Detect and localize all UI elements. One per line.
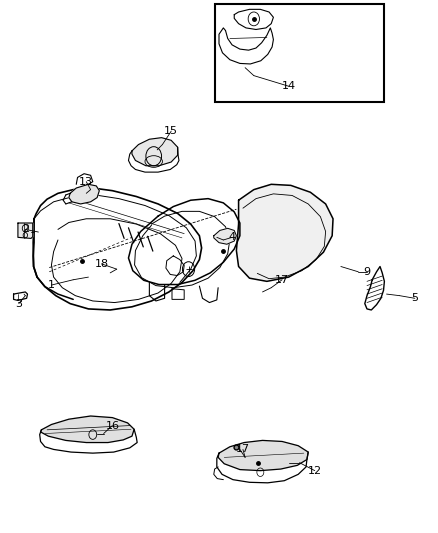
Text: 1: 1	[48, 280, 55, 290]
Polygon shape	[214, 228, 237, 244]
Text: 14: 14	[282, 81, 296, 91]
Polygon shape	[41, 416, 134, 442]
Text: 13: 13	[79, 176, 93, 187]
Polygon shape	[237, 184, 333, 281]
Text: 9: 9	[364, 267, 371, 277]
Bar	[215, 4, 385, 102]
Text: 18: 18	[95, 259, 109, 269]
Text: 5: 5	[411, 293, 418, 303]
Polygon shape	[218, 440, 308, 471]
Text: 12: 12	[307, 466, 322, 475]
Polygon shape	[18, 223, 33, 238]
Text: 4: 4	[229, 232, 236, 243]
Text: 2: 2	[22, 224, 29, 235]
Text: 16: 16	[106, 421, 120, 431]
Text: 17: 17	[236, 445, 250, 455]
Polygon shape	[132, 138, 178, 166]
Text: 17: 17	[275, 274, 289, 285]
Polygon shape	[69, 184, 99, 204]
Text: 3: 3	[15, 298, 22, 309]
Text: 15: 15	[164, 126, 178, 136]
